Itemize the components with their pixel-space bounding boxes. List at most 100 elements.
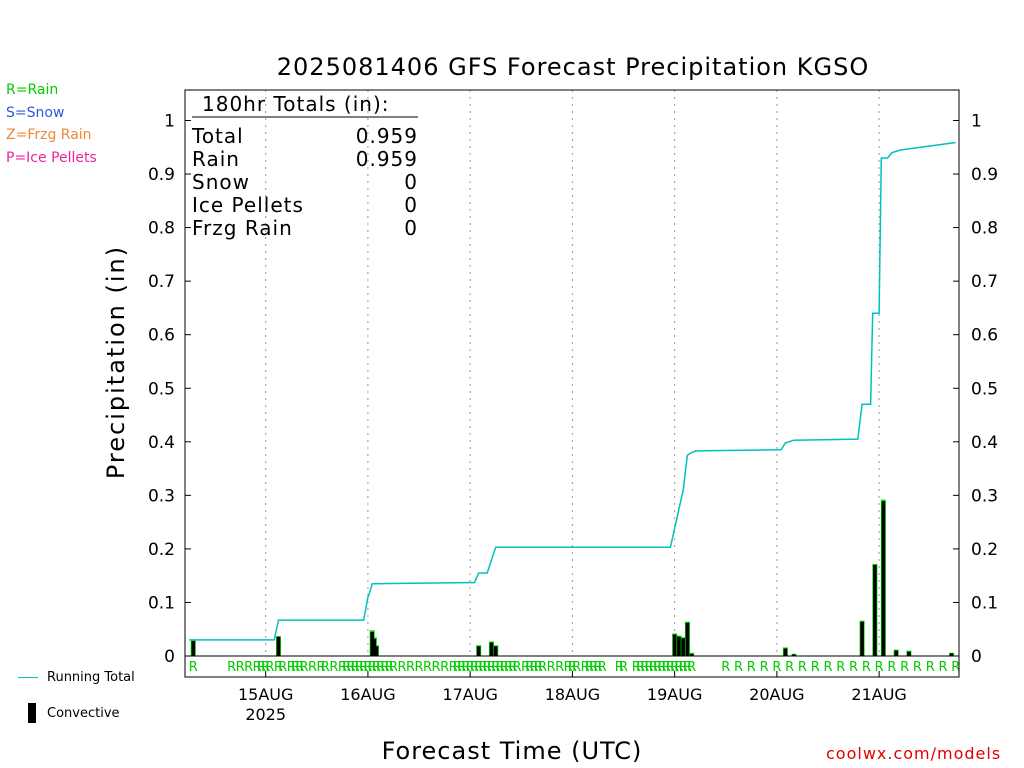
rain-marker: R (615, 660, 624, 675)
rain-marker: R (662, 660, 671, 675)
convective-bar (191, 641, 196, 656)
rain-marker: R (457, 660, 466, 675)
rain-marker: R (423, 660, 432, 675)
y-tick-label-right: 0.7 (971, 272, 998, 292)
running-total-series (185, 141, 959, 657)
rain-marker: R (478, 660, 487, 675)
rain-marker: R (359, 660, 368, 675)
rain-marker: R (291, 660, 300, 675)
convective-bar (881, 501, 886, 656)
rain-marker: R (483, 660, 492, 675)
y-tick-label-left: 0.5 (148, 379, 175, 399)
totals-row-label: Rain (192, 147, 240, 171)
x-tick-label: 16AUG (340, 685, 395, 704)
rain-marker: R (487, 660, 496, 675)
rain-marker: R (951, 660, 960, 675)
rain-marker: R (257, 660, 266, 675)
rain-marker: R (585, 660, 594, 675)
totals-row-label: Snow (192, 170, 250, 194)
rain-marker: R (397, 660, 406, 675)
rain-marker: R (938, 660, 947, 675)
rain-marker: R (734, 660, 743, 675)
y-tick-label-right: 0.8 (971, 219, 998, 239)
precip-key-rain: R=Rain (6, 82, 59, 98)
x-tick-label: 19AUG (647, 685, 702, 704)
y-tick-label-left: 0.8 (148, 219, 175, 239)
rain-marker: R (547, 660, 556, 675)
rain-marker: R (299, 660, 308, 675)
convective-bar (685, 622, 690, 656)
x-tick-label: 17AUG (442, 685, 497, 704)
rain-marker: R (355, 660, 364, 675)
totals-heading: 180hr Totals (in): (202, 92, 390, 116)
rain-marker: R (432, 660, 441, 675)
precip-key-snow: S=Snow (6, 105, 65, 121)
rain-marker: R (470, 660, 479, 675)
rain-marker: R (674, 660, 683, 675)
totals-rows: Total 0.959 Rain 0.959 Snow 0 Ice Pellets 0 Frzg… (191, 124, 418, 240)
rain-marker: R (338, 660, 347, 675)
rain-marker: R (721, 660, 730, 675)
totals-row-value: 0 (404, 170, 418, 194)
rain-marker: R (887, 660, 896, 675)
x-tick-label: 21AUG (851, 685, 906, 704)
rain-marker: R (265, 660, 274, 675)
convective-bar (677, 636, 681, 656)
rain-marker: R (798, 660, 807, 675)
rain-marker: R (926, 660, 935, 675)
rain-marker: R (474, 660, 483, 675)
rain-marker: R (295, 660, 304, 675)
rain-marker: R (636, 660, 645, 675)
rain-marker: R (649, 660, 658, 675)
y-tick-label-left: 1 (164, 112, 175, 132)
rain-marker: R (376, 660, 385, 675)
running-total-legend-label: Running Total (47, 670, 135, 685)
rain-marker: R (253, 660, 262, 675)
running-total-line (189, 141, 956, 641)
precip-key-ice-pellets: P=Ice Pellets (6, 150, 97, 166)
rain-marker: R (415, 660, 424, 675)
rain-marker: R (321, 660, 330, 675)
convective-bar (689, 653, 694, 656)
convective-bar (476, 646, 481, 656)
totals-row-value: 0.959 (356, 124, 418, 148)
rain-marker: R (836, 660, 845, 675)
rain-marker: R (823, 660, 832, 675)
totals-row-label: Total (191, 124, 244, 148)
convective-bar (907, 651, 911, 656)
rain-marker: R (683, 660, 692, 675)
gridlines (265, 90, 880, 657)
credit-link[interactable]: coolwx.com/models (826, 744, 1002, 763)
rain-marker: R (500, 660, 509, 675)
convective-bar (894, 650, 898, 656)
convective-bar (681, 638, 685, 656)
rain-marker: R (811, 660, 820, 675)
rain-marker: R (589, 660, 598, 675)
rain-marker: R (534, 660, 543, 675)
y-tick-label-left: 0.6 (148, 326, 175, 346)
rain-marker: R (645, 660, 654, 675)
rain-marker: R (564, 660, 573, 675)
rain-marker: R (278, 660, 287, 675)
rain-marker: R (274, 660, 283, 675)
rain-marker: R (593, 660, 602, 675)
y-tick-label-right: 0.3 (971, 486, 998, 506)
rain-marker: R (461, 660, 470, 675)
rain-marker: R (504, 660, 513, 675)
rain-marker: R (287, 660, 296, 675)
rain-marker: R (329, 660, 338, 675)
convective-bar (276, 636, 281, 656)
rain-marker: R (342, 660, 351, 675)
rain-marker: R (512, 660, 521, 675)
y-tick-label-right: 0.6 (971, 326, 998, 346)
rain-marker: R (875, 660, 884, 675)
convective-bar (370, 631, 374, 656)
totals-row-label: Ice Pellets (192, 193, 304, 217)
rain-marker: R (317, 660, 326, 675)
rain-marker: R (538, 660, 547, 675)
rain-marker: R (363, 660, 372, 675)
rain-marker: R (772, 660, 781, 675)
